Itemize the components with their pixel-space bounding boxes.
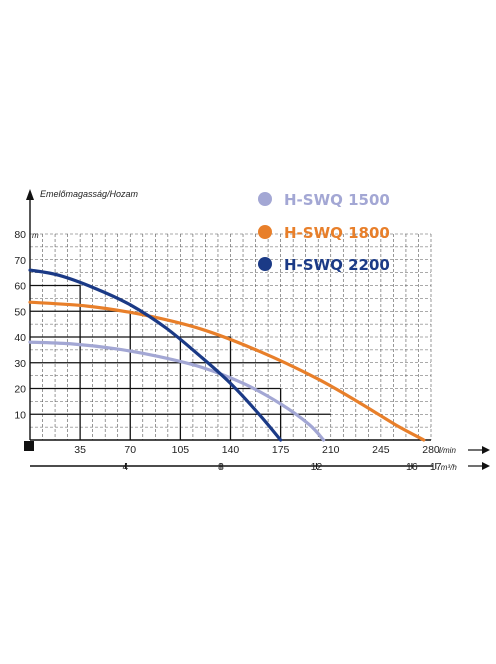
y-tick-label: 80: [14, 229, 26, 241]
chart-series: [28, 268, 426, 442]
y-tick-label: 20: [14, 384, 26, 396]
y-tick-label: 70: [14, 255, 26, 267]
legend-label-h-swq-2200: H-SWQ 2200: [284, 256, 390, 274]
x-axis-arrow-icon: [482, 446, 490, 454]
y-tick-label: 50: [14, 306, 26, 318]
x-tick-label: 175: [272, 444, 290, 456]
x2-axis-arrow-icon: [482, 462, 490, 470]
x2-unit-label: m³/h: [441, 463, 458, 472]
x-tick-label: 245: [372, 444, 390, 456]
series-line-h-swq-1500: [28, 340, 326, 442]
x-tick-label: 105: [172, 444, 190, 456]
x2-tick-label: 12: [311, 461, 323, 473]
series-line-h-swq-2200: [28, 268, 283, 442]
legend-swatch-h-swq-2200: [258, 257, 272, 271]
x-tick-label: 70: [124, 444, 136, 456]
chart-axes: [24, 189, 490, 470]
chart-grid: [30, 233, 432, 440]
x-unit-label: l/min: [439, 446, 456, 455]
x2-tick-label: 8: [218, 461, 224, 473]
x2-tick-label: 16: [406, 461, 418, 473]
y-unit-label: m: [32, 231, 39, 240]
series-line-h-swq-1800: [28, 300, 426, 442]
x-tick-label: 35: [74, 444, 86, 456]
chart-legend: H-SWQ 1500 H-SWQ 1800 H-SWQ 2200: [258, 191, 390, 274]
y-tick-label: 60: [14, 281, 26, 293]
y-axis-arrow-icon: [26, 189, 34, 200]
y-axis-title: Emelőmagasság/Hozam: [40, 189, 139, 199]
x2-tick-label: 17: [430, 461, 442, 473]
legend-label-h-swq-1500: H-SWQ 1500: [284, 191, 390, 209]
legend-swatch-h-swq-1500: [258, 192, 272, 206]
legend-swatch-h-swq-1800: [258, 225, 272, 239]
y-tick-label: 40: [14, 332, 26, 344]
y-tick-label: 30: [14, 358, 26, 370]
x2-tick-label: 4: [123, 461, 129, 473]
chart-labels: 10 20 30 40 50 60 70 80 m Emelőmagasság/Hozam 35 70…: [14, 189, 457, 473]
y-tick-label: 10: [14, 409, 26, 421]
x-tick-label: 140: [222, 444, 240, 456]
x-tick-label: 280: [422, 444, 440, 456]
legend-label-h-swq-1800: H-SWQ 1800: [284, 224, 390, 242]
x-tick-label: 210: [322, 444, 340, 456]
origin-marker: [24, 441, 34, 451]
